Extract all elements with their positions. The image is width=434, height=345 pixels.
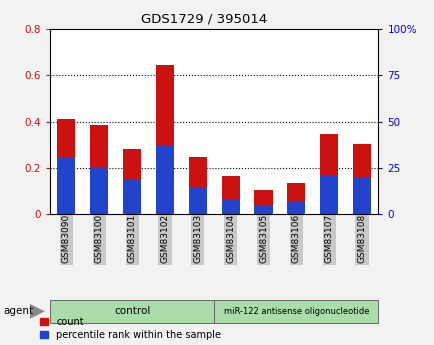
Bar [57,119,76,214]
Bar [155,146,174,214]
Bar [90,125,108,214]
Text: GDS1729 / 395014: GDS1729 / 395014 [141,12,267,25]
Bar [352,178,370,214]
Bar [221,199,239,214]
Bar [188,187,207,214]
Bar [352,144,370,214]
Text: agent: agent [3,306,33,316]
Bar [188,157,207,214]
Bar [254,205,272,214]
Legend: count, percentile rank within the sample: count, percentile rank within the sample [39,317,220,340]
Text: miR-122 antisense oligonucleotide: miR-122 antisense oligonucleotide [223,307,368,316]
Bar [254,190,272,214]
Text: control: control [114,306,150,316]
Bar [123,179,141,214]
Bar [221,176,239,214]
Bar [319,134,338,214]
Polygon shape [30,304,45,319]
Bar [286,183,305,214]
Bar [286,203,305,214]
Bar [123,149,141,214]
Bar [57,157,76,214]
Bar [155,65,174,214]
Bar [319,176,338,214]
Bar [90,167,108,214]
